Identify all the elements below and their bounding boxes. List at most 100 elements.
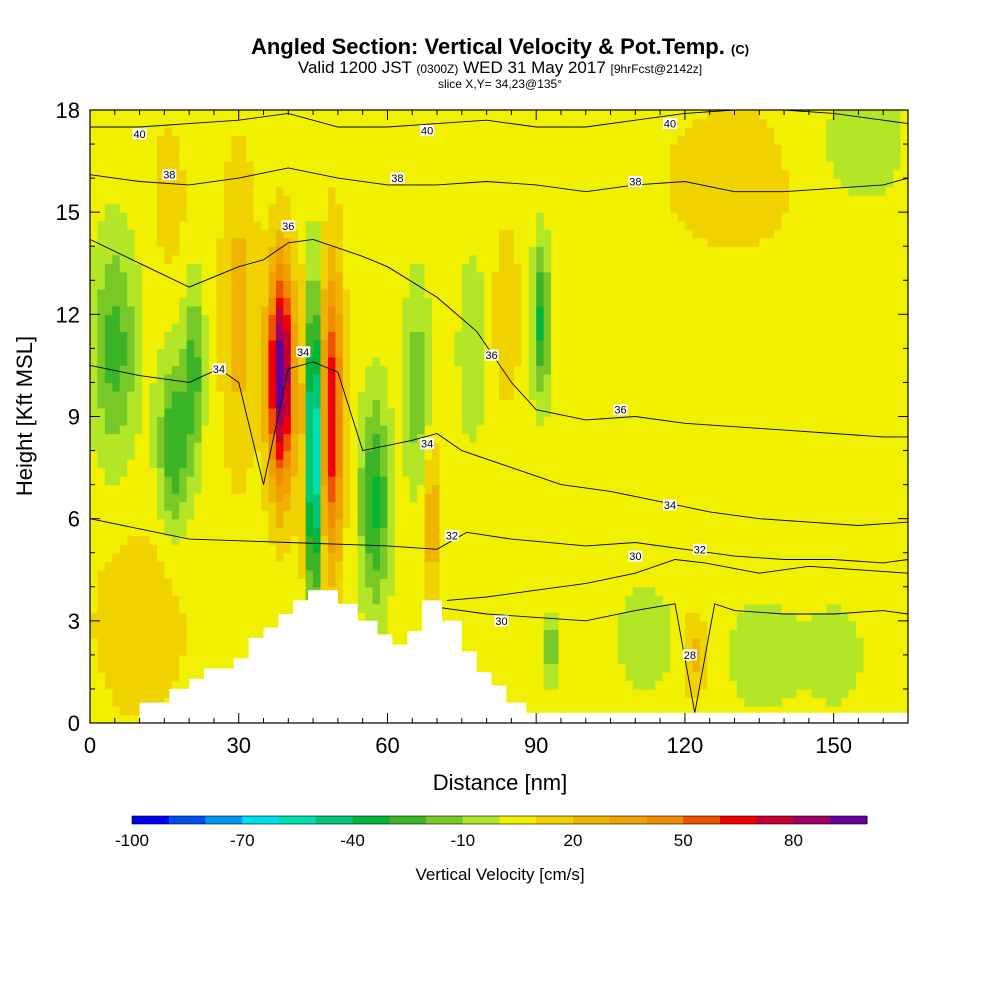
velocity-cell <box>811 518 820 528</box>
velocity-cell <box>253 603 262 613</box>
velocity-cell <box>320 365 329 375</box>
velocity-cell <box>736 425 745 435</box>
velocity-cell <box>499 433 508 443</box>
velocity-cell <box>536 544 545 554</box>
velocity-cell <box>417 373 426 384</box>
velocity-cell <box>848 510 857 520</box>
velocity-cell <box>208 390 218 401</box>
velocity-cell <box>171 467 180 477</box>
velocity-cell <box>662 578 671 588</box>
velocity-cell <box>268 603 277 613</box>
velocity-cell <box>246 399 255 409</box>
velocity-cell <box>439 510 448 520</box>
velocity-cell <box>751 407 760 418</box>
velocity-cell <box>149 654 158 665</box>
velocity-cell <box>380 586 389 596</box>
velocity-cell <box>275 493 284 503</box>
velocity-cell <box>670 629 679 639</box>
velocity-cell <box>885 578 894 588</box>
velocity-cell <box>662 552 671 562</box>
velocity-cell <box>580 637 589 647</box>
velocity-cell <box>833 680 842 690</box>
velocity-cell <box>454 348 463 358</box>
velocity-cell <box>506 552 515 562</box>
velocity-cell <box>670 459 679 469</box>
velocity-cell <box>350 484 359 494</box>
velocity-cell <box>841 373 850 384</box>
velocity-cell <box>476 339 485 349</box>
velocity-cell <box>565 399 574 409</box>
velocity-cell <box>707 518 716 528</box>
velocity-cell <box>223 476 232 486</box>
velocity-cell <box>313 527 322 537</box>
velocity-cell <box>238 595 247 605</box>
velocity-cell <box>729 348 738 358</box>
velocity-cell <box>729 612 738 622</box>
velocity-cell <box>885 339 894 349</box>
velocity-cell <box>766 527 775 537</box>
velocity-cell <box>707 399 716 409</box>
velocity-cell <box>350 373 359 384</box>
velocity-cell <box>774 637 783 647</box>
velocity-cell <box>811 705 820 716</box>
velocity-cell <box>595 390 604 401</box>
velocity-cell <box>707 416 716 426</box>
velocity-cell <box>565 459 574 469</box>
velocity-cell <box>186 646 195 656</box>
velocity-cell <box>900 425 908 435</box>
velocity-cell <box>670 467 679 477</box>
velocity-cell <box>305 373 314 384</box>
velocity-cell <box>833 697 842 707</box>
velocity-cell <box>617 671 627 682</box>
velocity-cell <box>595 663 604 673</box>
velocity-cell <box>640 407 649 418</box>
velocity-cell <box>588 501 597 511</box>
velocity-cell <box>826 510 835 520</box>
velocity-cell <box>647 697 656 707</box>
velocity-cell <box>855 535 864 545</box>
velocity-cell <box>543 688 552 699</box>
velocity-cell <box>558 348 567 358</box>
velocity-cell <box>127 620 136 630</box>
velocity-cell <box>692 484 701 494</box>
velocity-cell <box>506 586 515 596</box>
velocity-cell <box>521 688 530 699</box>
velocity-cell <box>387 544 396 554</box>
velocity-cell <box>610 663 619 673</box>
velocity-cell <box>729 518 738 528</box>
velocity-cell <box>521 373 530 384</box>
velocity-cell <box>380 629 389 639</box>
velocity-cell <box>320 459 329 469</box>
velocity-cell <box>885 425 894 435</box>
velocity-cell <box>617 382 627 392</box>
velocity-cell <box>796 425 805 435</box>
velocity-cell <box>640 476 649 486</box>
velocity-cell <box>707 450 716 460</box>
velocity-cell <box>171 501 180 511</box>
velocity-cell <box>521 646 530 656</box>
velocity-cell <box>186 561 195 571</box>
velocity-cell <box>342 356 351 367</box>
velocity-cell <box>305 493 314 503</box>
velocity-cell <box>313 459 322 469</box>
velocity-cell <box>261 382 270 392</box>
velocity-cell <box>759 578 768 588</box>
velocity-cell <box>104 561 113 571</box>
velocity-cell <box>313 407 322 418</box>
velocity-cell <box>848 612 857 622</box>
velocity-cell <box>878 620 887 630</box>
velocity-cell <box>231 416 240 426</box>
velocity-cell <box>580 663 589 673</box>
velocity-cell <box>439 407 448 418</box>
velocity-cell <box>164 697 173 707</box>
velocity-cell <box>298 407 307 418</box>
velocity-cell <box>521 459 530 469</box>
velocity-cell <box>558 535 567 545</box>
velocity-cell <box>692 671 701 682</box>
velocity-cell <box>357 365 366 375</box>
velocity-cell <box>499 373 508 384</box>
velocity-cell <box>499 671 508 682</box>
velocity-cell <box>327 561 336 571</box>
velocity-cell <box>774 595 783 605</box>
velocity-cell <box>119 578 128 588</box>
